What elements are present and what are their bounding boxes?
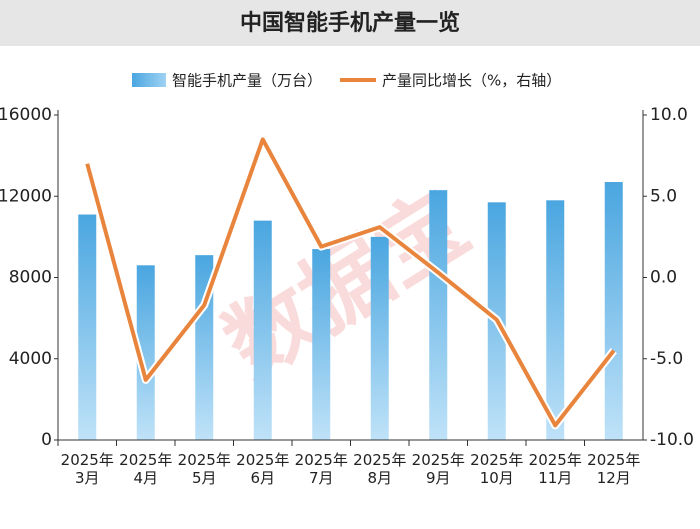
y2-tick-label: 0.0 (650, 268, 677, 288)
bar (370, 236, 389, 440)
x-tick-label: 2025年 9月 (412, 451, 465, 487)
x-tick-line: 2025年 (236, 451, 289, 469)
x-tick-line: 11月 (538, 469, 572, 487)
x-tick-line: 7月 (309, 469, 334, 487)
y2-tick-label: 10.0 (650, 105, 688, 125)
x-tick-line: 2025年 (61, 451, 114, 469)
x-tick-line: 2025年 (178, 451, 231, 469)
x-tick-label: 2025年 3月 (61, 451, 114, 487)
x-tick-label: 2025年 6月 (236, 451, 289, 487)
x-tick-label: 2025年 4月 (119, 451, 172, 487)
bar (312, 249, 331, 440)
y-tick-label: 4000 (9, 349, 52, 369)
y-tick-label: 0 (41, 430, 52, 450)
bar (136, 265, 155, 440)
x-tick-line: 2025年 (295, 451, 348, 469)
bar (78, 214, 97, 440)
x-tick-line: 2025年 (119, 451, 172, 469)
legend-label: 智能手机产量（万台） (172, 72, 322, 90)
x-tick-label: 2025年 10月 (470, 451, 523, 487)
x-tick-label: 2025年 5月 (178, 451, 231, 487)
y-tick-label: 8000 (9, 268, 52, 288)
chart-title: 中国智能手机产量一览 (240, 10, 460, 36)
x-tick-line: 8月 (367, 469, 392, 487)
legend-label: 产量同比增长（%，右轴） (382, 72, 561, 90)
x-tick-line: 4月 (133, 469, 158, 487)
x-tick-line: 2025年 (353, 451, 406, 469)
title-band (0, 0, 700, 46)
x-tick-label: 2025年 7月 (295, 451, 348, 487)
x-tick-line: 9月 (426, 469, 451, 487)
line (85, 137, 616, 428)
y-tick-label: 12000 (0, 186, 52, 206)
bar (429, 190, 448, 440)
x-tick-line: 2025年 (412, 451, 465, 469)
legend-swatch (132, 73, 166, 87)
x-tick-line: 2025年 (470, 451, 523, 469)
x-tick-line: 2025年 (587, 451, 640, 469)
x-tick-line: 12月 (597, 469, 631, 487)
x-tick-line: 6月 (250, 469, 275, 487)
bar (604, 182, 623, 440)
x-tick-line: 5月 (192, 469, 217, 487)
y-tick-label: 16000 (0, 105, 52, 125)
x-tick-label: 2025年 8月 (353, 451, 406, 487)
x-tick-line: 2025年 (529, 451, 582, 469)
x-tick-line: 3月 (75, 469, 100, 487)
x-tick-line: 10月 (480, 469, 514, 487)
bar (546, 200, 565, 440)
x-tick-label: 2025年 11月 (529, 451, 582, 487)
y2-tick-label: 5.0 (650, 186, 677, 206)
bar (253, 220, 272, 440)
x-tick-label: 2025年 12月 (587, 451, 640, 487)
y2-tick-label: -10.0 (650, 430, 694, 450)
y2-tick-label: -5.0 (650, 349, 683, 369)
